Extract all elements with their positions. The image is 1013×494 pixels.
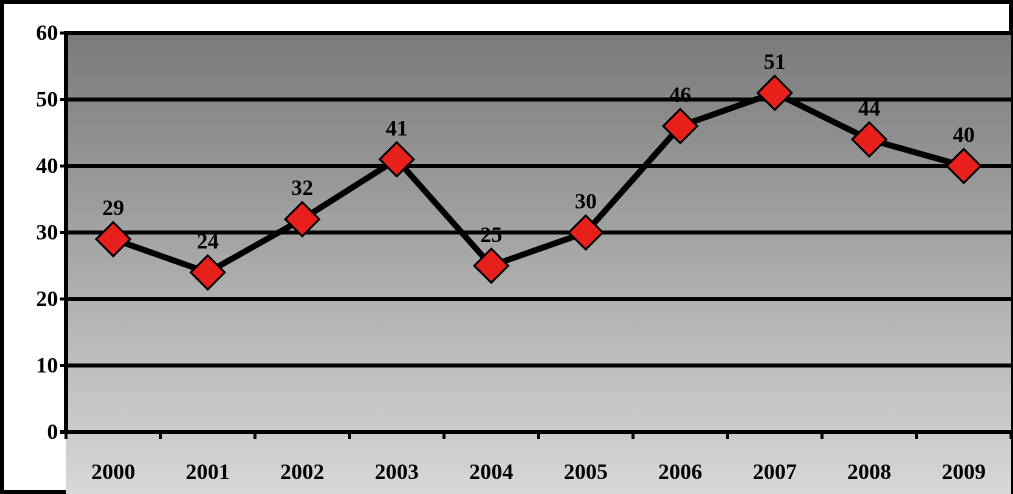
y-tick-label: 0 bbox=[47, 419, 58, 444]
data-label: 41 bbox=[386, 115, 408, 140]
x-tick-label: 2002 bbox=[280, 459, 324, 484]
x-tick-label: 2006 bbox=[658, 459, 702, 484]
x-tick-label: 2000 bbox=[91, 459, 135, 484]
y-tick-label: 60 bbox=[36, 20, 58, 45]
series-line-group bbox=[112, 89, 965, 276]
data-label: 29 bbox=[102, 195, 124, 220]
x-tick-label: 2008 bbox=[847, 459, 891, 484]
diamond-marker bbox=[189, 253, 227, 291]
gridlines bbox=[66, 31, 1011, 368]
diamond-marker bbox=[378, 140, 416, 178]
series-line bbox=[112, 89, 965, 276]
data-label: 30 bbox=[575, 189, 597, 214]
data-label: 44 bbox=[858, 95, 880, 120]
x-tick-label: 2007 bbox=[753, 459, 797, 484]
data-label: 46 bbox=[669, 82, 691, 107]
axes: 0 10 20 30 40 50 60 2000 2001 2002 2003 2004 2005 200… bbox=[36, 20, 1013, 484]
diamond-marker bbox=[756, 74, 794, 112]
data-labels: 29 24 32 41 25 30 46 51 44 40 bbox=[102, 49, 975, 254]
diamond-marker bbox=[283, 200, 321, 238]
data-markers bbox=[94, 74, 983, 291]
y-tick-label: 50 bbox=[36, 87, 58, 112]
x-tick-label: 2004 bbox=[469, 459, 513, 484]
diamond-marker bbox=[850, 120, 888, 158]
x-tick-label: 2005 bbox=[564, 459, 608, 484]
y-tick-label: 30 bbox=[36, 220, 58, 245]
data-label: 51 bbox=[764, 49, 786, 74]
diamond-marker bbox=[661, 107, 699, 145]
y-tick-label: 40 bbox=[36, 153, 58, 178]
diamond-marker bbox=[94, 220, 132, 258]
data-label: 40 bbox=[953, 122, 975, 147]
data-label: 24 bbox=[197, 228, 219, 253]
diamond-marker bbox=[945, 147, 983, 185]
x-tick-label: 2009 bbox=[942, 459, 986, 484]
y-tick-label: 20 bbox=[36, 286, 58, 311]
data-label: 32 bbox=[291, 175, 313, 200]
x-tick-label: 2003 bbox=[375, 459, 419, 484]
diamond-marker bbox=[567, 214, 605, 251]
data-label: 25 bbox=[480, 222, 502, 247]
diamond-marker bbox=[472, 247, 510, 285]
y-tick-label: 10 bbox=[36, 353, 58, 378]
x-tick-label: 2001 bbox=[186, 459, 230, 484]
